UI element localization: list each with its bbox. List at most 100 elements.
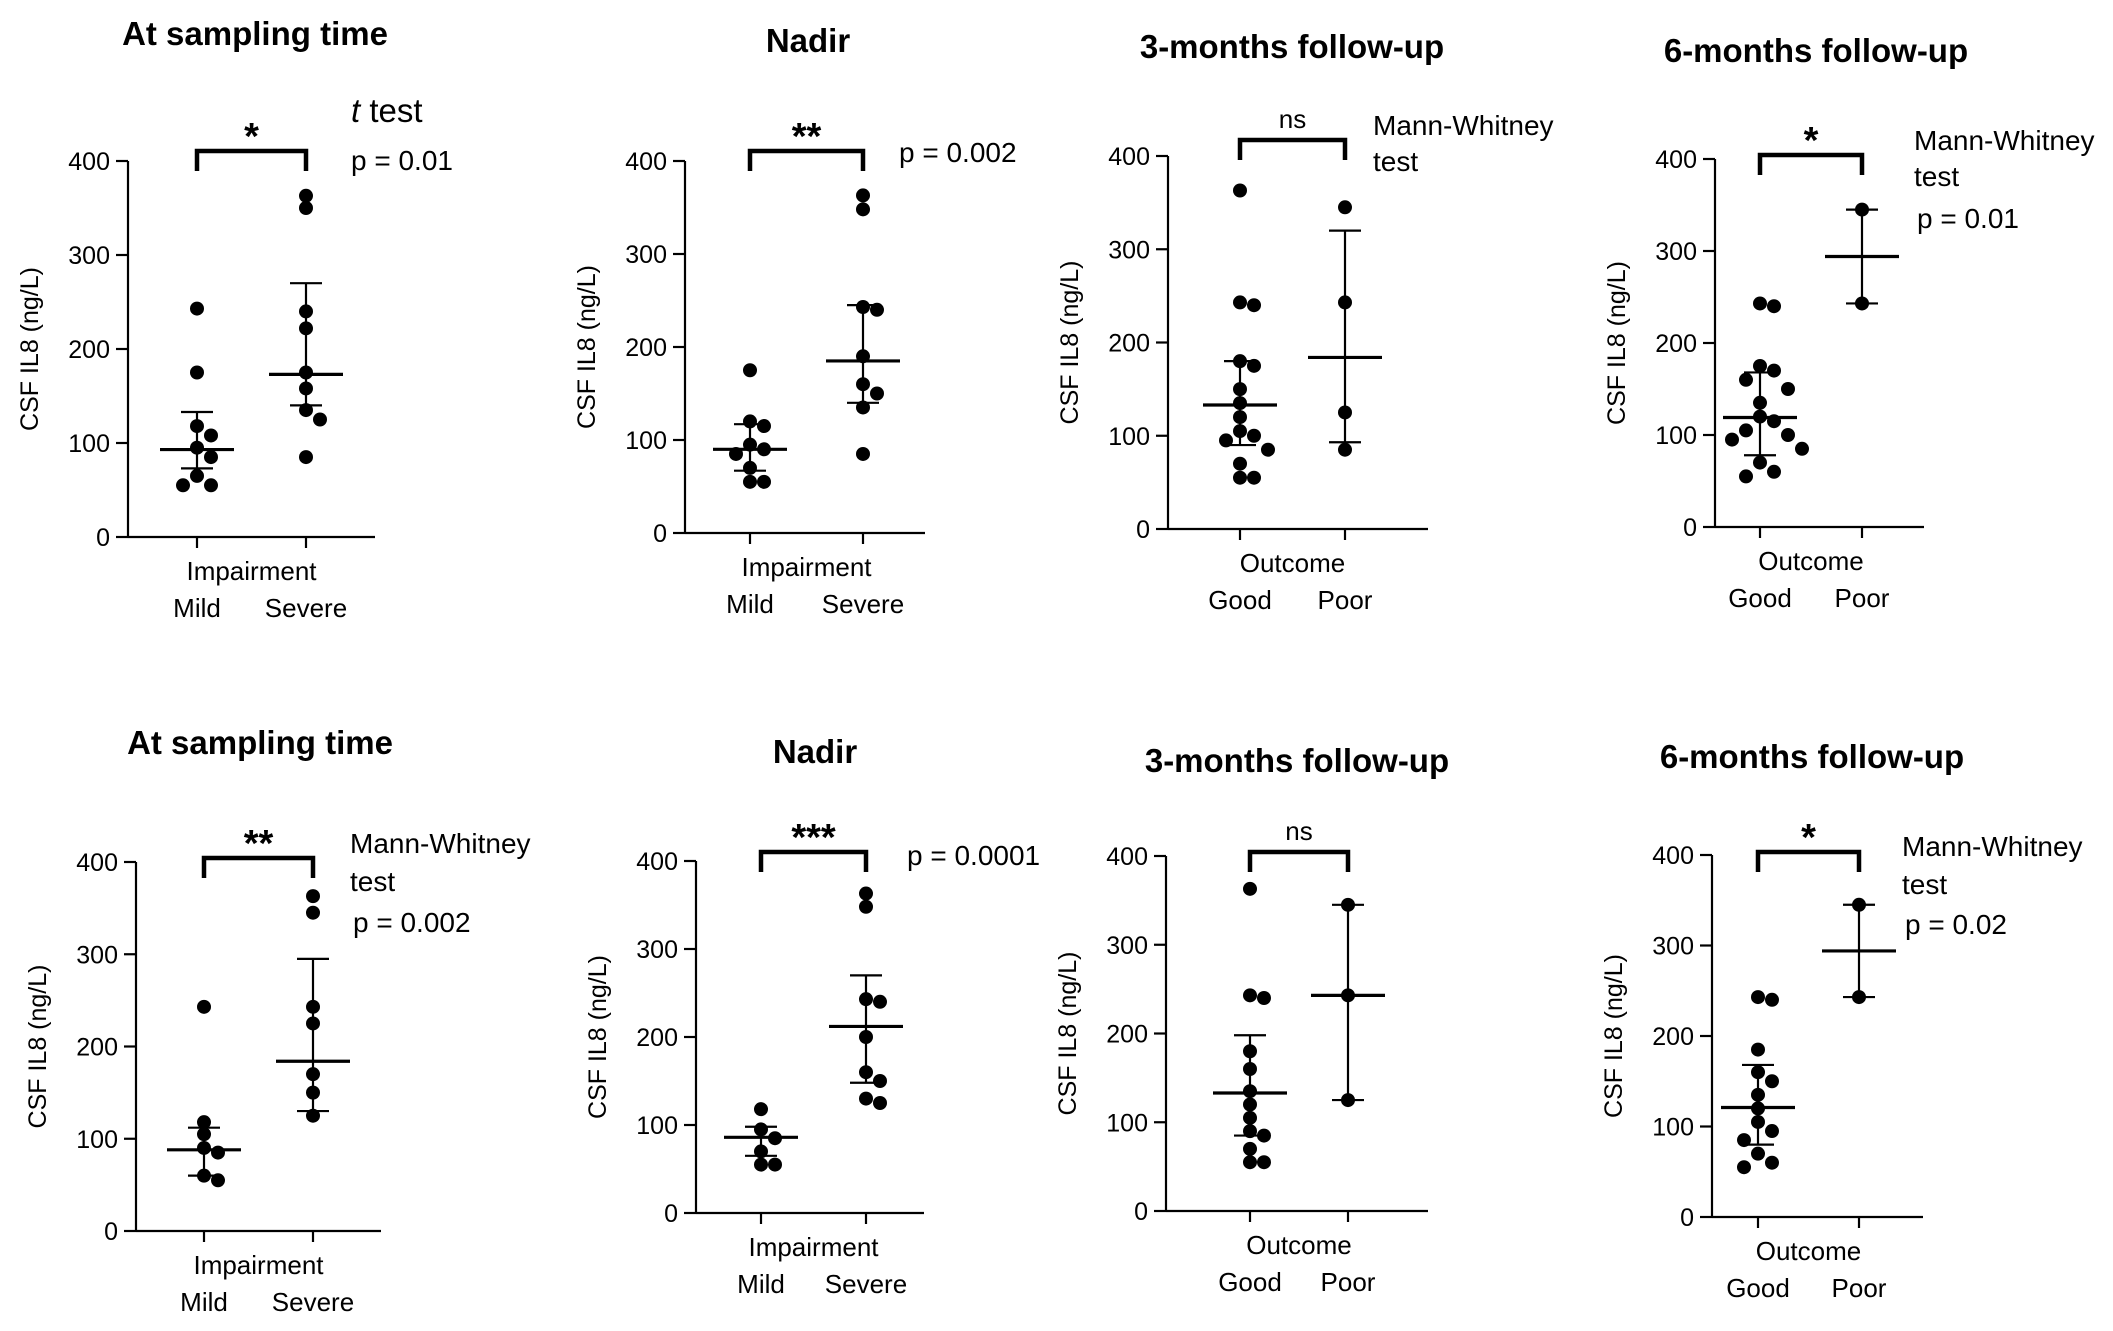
test-name-line-1: Mann-Whitney: [1902, 831, 2083, 862]
data-point: [197, 1115, 211, 1130]
data-point: [211, 1145, 225, 1160]
data-point: [1765, 1155, 1779, 1170]
y-tick-label: 300: [636, 936, 678, 964]
chart-panel-6: Nadir 0 100 200 300 400 CSF IL8 (ng/L) Impairme…: [584, 733, 1040, 1299]
y-tick-label: 0: [1683, 514, 1697, 542]
data-point: [204, 478, 218, 493]
y-tick-label: 200: [1652, 1023, 1694, 1051]
group-label: Poor: [1318, 585, 1373, 615]
data-point: [1753, 359, 1767, 373]
y-tick-label: 200: [76, 1034, 118, 1062]
test-name-line-2: test: [1902, 869, 1947, 900]
y-tick-label: 200: [1108, 330, 1150, 358]
y-tick-label: 400: [1655, 146, 1697, 174]
data-point: [1243, 988, 1257, 1003]
group-label: Mild: [173, 593, 221, 623]
group-label: Severe: [272, 1287, 354, 1317]
significance-marker: ns: [1285, 816, 1312, 846]
y-tick-label: 0: [1134, 1198, 1148, 1226]
y-tick-label: 100: [76, 1126, 118, 1154]
data-point: [873, 1096, 887, 1110]
data-point: [743, 363, 757, 378]
chart-panel-7: 3-months follow-up 0 100 200 300 400 CSF IL8 (…: [1054, 742, 1449, 1297]
data-point: [1247, 428, 1261, 443]
data-point: [1243, 881, 1257, 896]
test-name-italic: t: [351, 92, 362, 129]
data-point: [1247, 298, 1261, 313]
data-point: [204, 450, 218, 465]
group-label: Mild: [180, 1287, 228, 1317]
group-label: Good: [1728, 583, 1792, 613]
data-point: [1233, 470, 1247, 485]
data-point: [1765, 1124, 1779, 1139]
y-tick-label: 200: [636, 1024, 678, 1052]
group-label: Severe: [825, 1269, 907, 1299]
x-axis-label: Outcome: [1758, 546, 1864, 576]
data-point: [190, 301, 204, 316]
data-point: [1257, 991, 1271, 1005]
data-point: [1781, 428, 1795, 442]
data-point: [299, 188, 313, 203]
p-value: p = 0.01: [351, 145, 453, 176]
test-name: Mann-Whitney test: [1373, 110, 1554, 177]
y-axis-label: CSF IL8 (ng/L): [1054, 952, 1082, 1116]
test-name-line-1: Mann-Whitney: [350, 828, 531, 859]
y-tick-label: 0: [104, 1218, 118, 1246]
y-tick-label: 400: [1106, 843, 1148, 871]
test-name-line-1: Mann-Whitney: [1914, 125, 2095, 156]
data-point: [768, 1157, 782, 1172]
group-label: Mild: [726, 589, 774, 619]
significance-bracket: [758, 849, 869, 872]
data-point: [1751, 1042, 1765, 1057]
data-point: [743, 474, 757, 489]
data-point: [1753, 296, 1767, 311]
data-point: [1247, 358, 1261, 373]
y-tick-label: 100: [1655, 422, 1697, 450]
y-tick-label: 400: [68, 148, 110, 176]
data-point: [1767, 464, 1781, 479]
y-tick-label: 0: [664, 1200, 678, 1228]
data-point: [299, 201, 313, 215]
significance-bracket: [194, 148, 309, 171]
chart-title: 6-months follow-up: [1664, 32, 1968, 69]
y-axis-label: CSF IL8 (ng/L): [24, 965, 52, 1129]
group-label: Severe: [265, 593, 347, 623]
chart-title: Nadir: [766, 22, 851, 59]
significance-marker: ns: [1279, 104, 1306, 134]
y-tick-label: 100: [625, 427, 667, 455]
data-point: [754, 1102, 768, 1117]
chart-title: Nadir: [773, 733, 858, 770]
group-label: Poor: [1321, 1267, 1376, 1297]
chart-panel-5: At sampling time 0 100 200 300 400 CSF IL8 (ng…: [24, 724, 531, 1317]
data-point: [1751, 990, 1765, 1005]
test-name-line-2: test: [1914, 161, 1959, 192]
x-axis-label: Impairment: [193, 1250, 324, 1280]
y-tick-label: 300: [1108, 236, 1150, 264]
data-point: [299, 403, 313, 418]
y-tick-label: 0: [653, 520, 667, 548]
y-tick-label: 300: [68, 242, 110, 270]
data-point: [1767, 363, 1781, 378]
y-tick-label: 400: [636, 848, 678, 876]
data-point: [1767, 299, 1781, 314]
data-point: [204, 428, 218, 443]
x-axis-label: Outcome: [1240, 548, 1346, 578]
data-point: [1233, 295, 1247, 310]
data-point: [1233, 183, 1247, 198]
chart-panel-3: 3-months follow-up 0 100 200 300 400 CSF IL8 (…: [1056, 28, 1554, 615]
y-tick-label: 200: [625, 334, 667, 362]
test-name-line-2: test: [1373, 146, 1418, 177]
data-point: [1765, 1074, 1779, 1089]
y-tick-label: 0: [96, 524, 110, 552]
chart-title: At sampling time: [122, 15, 388, 52]
p-value: p = 0.02: [1905, 909, 2007, 940]
p-value: p = 0.01: [1917, 203, 2019, 234]
y-axis-label: CSF IL8 (ng/L): [1600, 954, 1628, 1118]
data-point: [856, 188, 870, 203]
significance-marker: **: [244, 823, 274, 865]
p-value: p = 0.002: [353, 907, 471, 938]
data-point: [1219, 433, 1233, 448]
data-point: [1751, 1146, 1765, 1161]
data-point: [1739, 469, 1753, 484]
data-point: [1257, 1155, 1271, 1170]
